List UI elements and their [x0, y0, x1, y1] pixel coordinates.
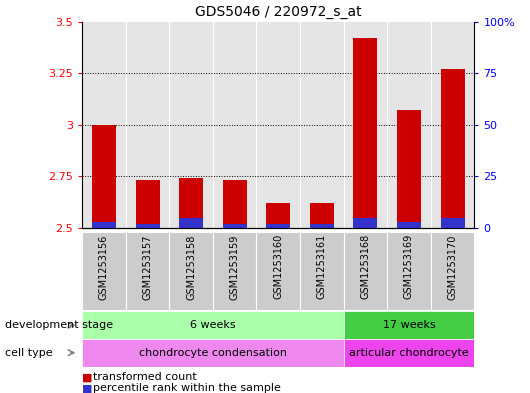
Bar — [387, 22, 431, 228]
Bar — [126, 232, 169, 310]
Bar — [431, 22, 474, 228]
Text: cell type: cell type — [5, 348, 53, 358]
Bar — [354, 218, 377, 228]
Bar — [82, 232, 126, 310]
Bar — [300, 232, 343, 310]
Bar — [431, 232, 474, 310]
Text: 6 weeks: 6 weeks — [190, 320, 236, 330]
Bar — [213, 232, 257, 310]
Text: percentile rank within the sample: percentile rank within the sample — [93, 383, 280, 393]
Bar — [266, 224, 290, 228]
Text: GSM1253157: GSM1253157 — [143, 234, 153, 300]
Bar — [343, 338, 474, 367]
Bar — [92, 125, 116, 228]
Bar — [343, 311, 474, 339]
Text: GSM1253169: GSM1253169 — [404, 234, 414, 299]
Text: transformed count: transformed count — [93, 372, 197, 382]
Text: GSM1253160: GSM1253160 — [273, 234, 283, 299]
Bar — [136, 224, 160, 228]
Bar — [179, 178, 203, 228]
Bar — [179, 218, 203, 228]
Bar — [397, 222, 421, 228]
Bar — [440, 218, 465, 228]
Bar — [169, 22, 213, 228]
Bar — [343, 232, 387, 310]
Bar — [126, 22, 169, 228]
Bar — [310, 203, 334, 228]
Text: GSM1253159: GSM1253159 — [229, 234, 240, 299]
Text: GSM1253168: GSM1253168 — [360, 234, 370, 299]
Bar — [310, 224, 334, 228]
Text: ■: ■ — [82, 372, 93, 382]
Bar — [213, 22, 257, 228]
Bar — [223, 180, 246, 228]
Bar — [440, 69, 465, 228]
Bar — [387, 232, 431, 310]
Bar — [257, 232, 300, 310]
Bar — [82, 311, 343, 339]
Bar — [300, 22, 343, 228]
Text: GSM1253161: GSM1253161 — [317, 234, 327, 299]
Bar — [257, 22, 300, 228]
Bar — [397, 110, 421, 228]
Text: articular chondrocyte: articular chondrocyte — [349, 348, 469, 358]
Text: GSM1253170: GSM1253170 — [447, 234, 457, 299]
Bar — [82, 338, 343, 367]
Bar — [343, 22, 387, 228]
Text: 17 weeks: 17 weeks — [383, 320, 435, 330]
Bar — [354, 38, 377, 228]
Bar — [223, 224, 246, 228]
Bar — [266, 203, 290, 228]
Text: chondrocyte condensation: chondrocyte condensation — [139, 348, 287, 358]
Bar — [136, 180, 160, 228]
Text: ■: ■ — [82, 383, 93, 393]
Text: development stage: development stage — [5, 320, 113, 330]
Bar — [169, 232, 213, 310]
Text: GSM1253156: GSM1253156 — [99, 234, 109, 299]
Text: GSM1253158: GSM1253158 — [186, 234, 196, 299]
Title: GDS5046 / 220972_s_at: GDS5046 / 220972_s_at — [195, 5, 361, 19]
Bar — [92, 222, 116, 228]
Bar — [82, 22, 126, 228]
